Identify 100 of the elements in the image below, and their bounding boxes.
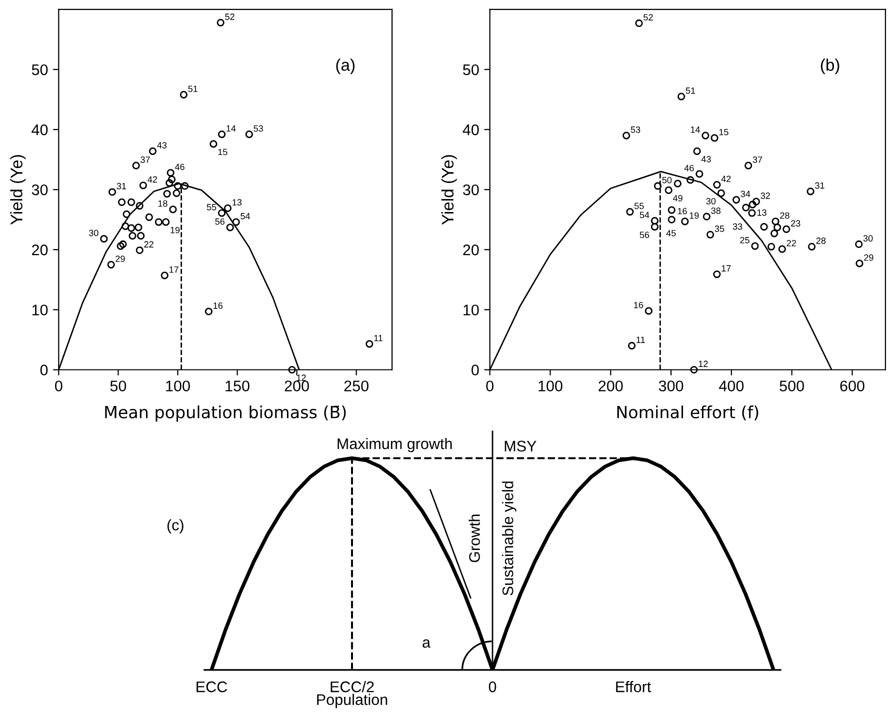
- annotation: 19: [170, 226, 180, 234]
- annotation: 43: [701, 156, 711, 162]
- text: (c): [167, 519, 184, 534]
- annotation: 38: [711, 208, 720, 214]
- text: Maximum growth: [338, 438, 452, 452]
- x-axis-title: Population: [317, 694, 388, 708]
- annotation: 55: [206, 204, 216, 210]
- ref-line-label: MSY: [504, 440, 536, 452]
- annotation: 45: [666, 230, 676, 236]
- x-tick-label: 250: [344, 380, 368, 392]
- annotation: 30: [706, 198, 716, 204]
- annotation: 23: [791, 220, 800, 227]
- x-tick-label: 200: [598, 380, 623, 392]
- x-tick-label: 400: [719, 380, 744, 392]
- y-tick-label: 40: [32, 124, 48, 136]
- annotation: 32: [760, 192, 770, 199]
- x-tick-label: 100: [538, 380, 562, 392]
- annotation: 37: [140, 156, 150, 163]
- annotation: 28: [816, 238, 826, 244]
- annotation: 15: [218, 148, 228, 156]
- annotation: 13: [757, 209, 766, 216]
- y-tick-label: 50: [463, 64, 479, 76]
- annotation: 31: [815, 182, 824, 189]
- y-tick-label: 40: [462, 124, 479, 136]
- x-tick-label: 0: [486, 380, 494, 392]
- y-tick-label: 0: [472, 364, 479, 376]
- annotation: 52: [644, 14, 653, 21]
- annotation: 54: [640, 212, 650, 218]
- annotation: 19: [690, 212, 699, 219]
- y-axis-title: Yield (Ye): [10, 155, 26, 225]
- annotation: 29: [864, 254, 874, 261]
- annotation: 17: [169, 266, 178, 273]
- y-tick-label: 10: [464, 304, 479, 316]
- y-tick-label: 20: [32, 244, 48, 256]
- x-tick-label: Effort: [616, 681, 652, 692]
- annotation: 16: [634, 302, 644, 308]
- annotation: 18: [158, 200, 168, 207]
- x-tick-label: 0: [55, 380, 62, 392]
- y-tick-label: 50: [32, 64, 48, 76]
- annotation: 28: [780, 212, 790, 219]
- x-tick-label: 100: [166, 380, 190, 392]
- x-tick-label: 0: [488, 681, 496, 692]
- y-axis-title: Yield (Ye): [441, 155, 457, 225]
- annotation: 11: [636, 336, 645, 343]
- y-axis-title: Growth: [468, 514, 480, 562]
- annotation: 14: [226, 125, 236, 132]
- x-tick-label: 300: [658, 380, 684, 392]
- annotation: 50: [662, 176, 672, 184]
- annotation: 51: [686, 88, 696, 94]
- annotation: 31: [116, 182, 126, 190]
- annotation: 13: [232, 199, 242, 206]
- annotation: 14: [690, 126, 700, 133]
- annotation: 35: [714, 226, 724, 232]
- y-tick-label: 0: [40, 364, 48, 376]
- x-tick-label: ECC/2: [330, 681, 374, 692]
- annotation: 12: [296, 374, 306, 381]
- annotation: a: [422, 639, 431, 648]
- annotation: 37: [752, 156, 762, 163]
- annotation: 46: [684, 164, 694, 172]
- y2-axis-title: Sustainable yield: [502, 482, 516, 596]
- annotation: 52: [225, 14, 234, 20]
- y-tick-label: 10: [32, 304, 48, 316]
- annotation: 16: [214, 302, 223, 309]
- annotation: 34: [740, 190, 750, 198]
- annotation: 56: [215, 218, 224, 225]
- annotation: 12: [698, 360, 708, 367]
- annotation: 51: [188, 86, 198, 92]
- annotation: 30: [88, 230, 98, 236]
- x-axis-title: Nominal effort (f): [617, 406, 758, 420]
- annotation: 30: [863, 235, 873, 242]
- annotation: 43: [157, 142, 167, 148]
- x-tick-label: ECC: [196, 681, 228, 692]
- annotation: 22: [786, 240, 796, 246]
- annotation: 54: [240, 213, 250, 220]
- annotation: 56: [640, 232, 650, 238]
- text: (a): [336, 58, 355, 74]
- annotation: 17: [722, 265, 731, 272]
- annotation: 33: [732, 223, 742, 230]
- x-tick-label: 150: [226, 380, 250, 392]
- annotation: 53: [254, 125, 263, 132]
- annotation: 25: [740, 236, 750, 244]
- annotation: 53: [630, 126, 640, 133]
- x-tick-label: 200: [284, 380, 309, 392]
- x-tick-label: 500: [780, 380, 804, 392]
- annotation: 55: [634, 202, 644, 210]
- annotation: 49: [672, 194, 682, 202]
- x-tick-label: 600: [840, 380, 864, 392]
- annotation: 42: [721, 176, 731, 182]
- annotation: 42: [148, 176, 157, 183]
- y-tick-label: 30: [32, 184, 48, 196]
- x-axis-title: Mean population biomass (B̄): [105, 406, 346, 422]
- y-tick-label: 20: [463, 244, 479, 256]
- annotation: 16: [678, 208, 687, 214]
- annotation: 15: [719, 128, 728, 136]
- text: (b): [820, 58, 840, 74]
- annotation: 46: [174, 164, 184, 170]
- y-tick-label: 30: [463, 184, 479, 196]
- x-tick-label: 50: [110, 380, 126, 392]
- annotation: 29: [116, 256, 125, 262]
- annotation: 22: [144, 241, 154, 248]
